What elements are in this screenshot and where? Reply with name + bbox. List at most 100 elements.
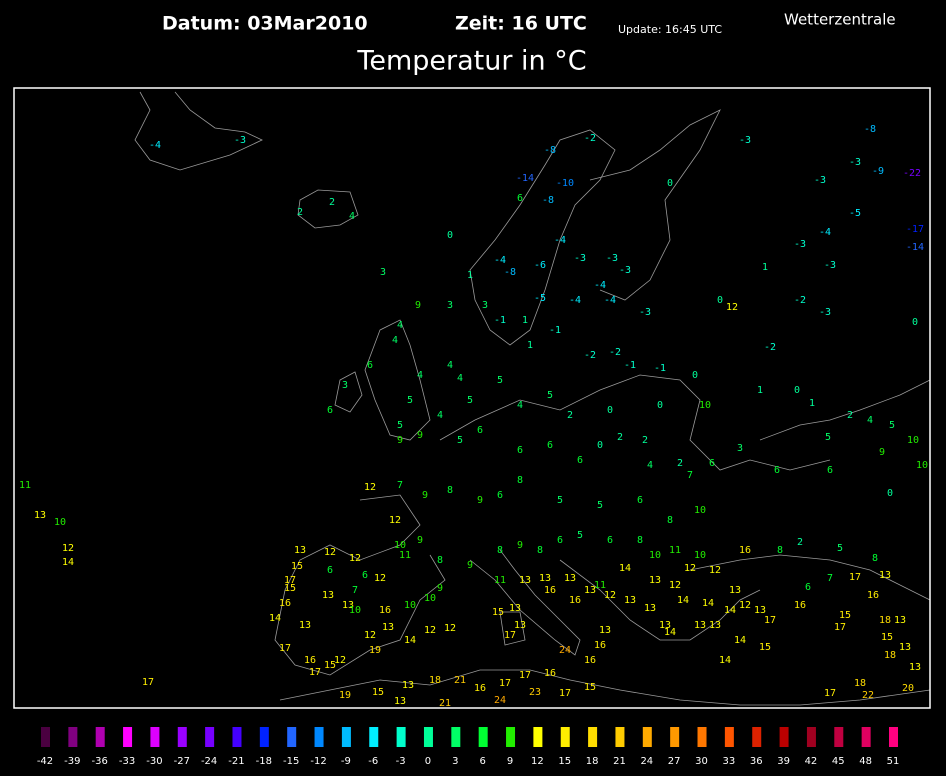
station-temperature: 5 <box>577 530 583 541</box>
station-temperature: 6 <box>774 465 780 476</box>
station-temperature: 12 <box>62 543 74 554</box>
station-temperature: 10 <box>424 593 436 604</box>
title: Temperatur in °C <box>356 46 586 77</box>
station-temperature: 13 <box>539 573 551 584</box>
station-temperature: 22 <box>862 690 874 701</box>
station-temperature: 13 <box>382 622 394 633</box>
legend-swatch <box>369 727 379 747</box>
station-temperature: 1 <box>809 398 815 409</box>
legend-swatch <box>779 727 789 747</box>
legend-label: 21 <box>613 756 626 767</box>
station-temperature: 4 <box>349 211 355 222</box>
station-temperature: 12 <box>334 655 346 666</box>
station-temperature: 14 <box>719 655 731 666</box>
legend-swatch <box>834 727 844 747</box>
legend-swatch <box>41 727 50 747</box>
station-temperature: 4 <box>397 320 403 331</box>
update: Update: 16:45 UTC <box>618 23 722 36</box>
coastlines <box>134 91 931 706</box>
station-temperature: 10 <box>394 540 406 551</box>
station-temperature: 9 <box>477 495 483 506</box>
legend-label: 48 <box>859 756 872 767</box>
station-temperature: -3 <box>574 253 586 264</box>
legend-label: 3 <box>452 756 458 767</box>
station-temperature: 0 <box>912 317 918 328</box>
station-temperature: 3 <box>737 443 743 454</box>
legend-label: 42 <box>805 756 818 767</box>
legend-label: 45 <box>832 756 845 767</box>
station-temperature: 10 <box>916 460 928 471</box>
legend-label: -33 <box>119 756 135 767</box>
legend-swatch <box>396 727 406 747</box>
station-temperature: 13 <box>342 600 354 611</box>
station-temperature: 12 <box>364 482 376 493</box>
legend-swatch <box>259 727 269 747</box>
time: Zeit: 16 UTC <box>455 13 587 35</box>
station-temperature: 13 <box>34 510 46 521</box>
station-temperature: 14 <box>724 605 736 616</box>
station-temperature: -4 <box>604 295 616 306</box>
station-temperature: -3 <box>794 239 806 250</box>
station-temperature: 10 <box>907 435 919 446</box>
station-temperature: 3 <box>342 380 348 391</box>
station-temperature: 9 <box>397 435 403 446</box>
station-temperature: 6 <box>709 458 715 469</box>
station-temperature: 17 <box>764 615 776 626</box>
legend-swatch <box>889 727 898 747</box>
station-temperature: 18 <box>879 615 891 626</box>
legend-label: 12 <box>531 756 544 767</box>
station-temperature: 13 <box>694 620 706 631</box>
legend-label: -9 <box>341 756 351 767</box>
station-temperature: 18 <box>884 650 896 661</box>
station-temperature: 16 <box>794 600 806 611</box>
station-temperature: 5 <box>837 543 843 554</box>
station-temperature: -2 <box>584 350 596 361</box>
station-temperature: 14 <box>619 563 631 574</box>
station-temperature: -8 <box>504 267 516 278</box>
station-temperature: 6 <box>517 445 523 456</box>
station-temperature: -1 <box>549 325 561 336</box>
map-frame <box>13 87 931 709</box>
station-temperature: -1 <box>654 363 666 374</box>
station-temperature: 7 <box>687 470 693 481</box>
station-temperature: 6 <box>477 425 483 436</box>
station-temperature: 14 <box>664 627 676 638</box>
station-temperature: -14 <box>906 242 924 253</box>
station-temperature: 15 <box>759 642 771 653</box>
station-temperature: 6 <box>805 582 811 593</box>
legend-label: -42 <box>37 756 53 767</box>
station-temperature: 16 <box>474 683 486 694</box>
station-temperature: 4 <box>517 400 523 411</box>
station-temperature: 14 <box>702 598 714 609</box>
station-temperature: 8 <box>667 515 673 526</box>
legend-swatch <box>724 727 734 747</box>
station-temperature: 13 <box>754 605 766 616</box>
station-temperature: 13 <box>894 615 906 626</box>
station-temperature: 20 <box>902 683 914 694</box>
station-temperature: 12 <box>684 563 696 574</box>
legend-swatch <box>451 727 461 747</box>
station-temperature: 5 <box>457 435 463 446</box>
station-temperature: 6 <box>577 455 583 466</box>
station-temperature: -14 <box>516 173 534 184</box>
station-temperature: 17 <box>849 572 861 583</box>
station-temperature: -4 <box>594 280 606 291</box>
station-temperature: 11 <box>19 480 31 491</box>
station-temperature: 6 <box>557 535 563 546</box>
station-temperature: 5 <box>825 432 831 443</box>
station-temperature: 0 <box>692 370 698 381</box>
station-temperature: 15 <box>284 583 296 594</box>
legend-label: -15 <box>283 756 299 767</box>
station-temperature: 12 <box>349 553 361 564</box>
station-temperature: 10 <box>694 505 706 516</box>
station-temperature: 15 <box>584 682 596 693</box>
station-temperature: 11 <box>399 550 411 561</box>
station-temperature: 9 <box>879 447 885 458</box>
station-temperature: -9 <box>872 166 884 177</box>
station-temperature: -6 <box>534 260 546 271</box>
legend-label: 51 <box>887 756 900 767</box>
station-temperature: 3 <box>482 300 488 311</box>
legend-swatch <box>314 727 324 747</box>
station-temperature: -3 <box>606 253 618 264</box>
